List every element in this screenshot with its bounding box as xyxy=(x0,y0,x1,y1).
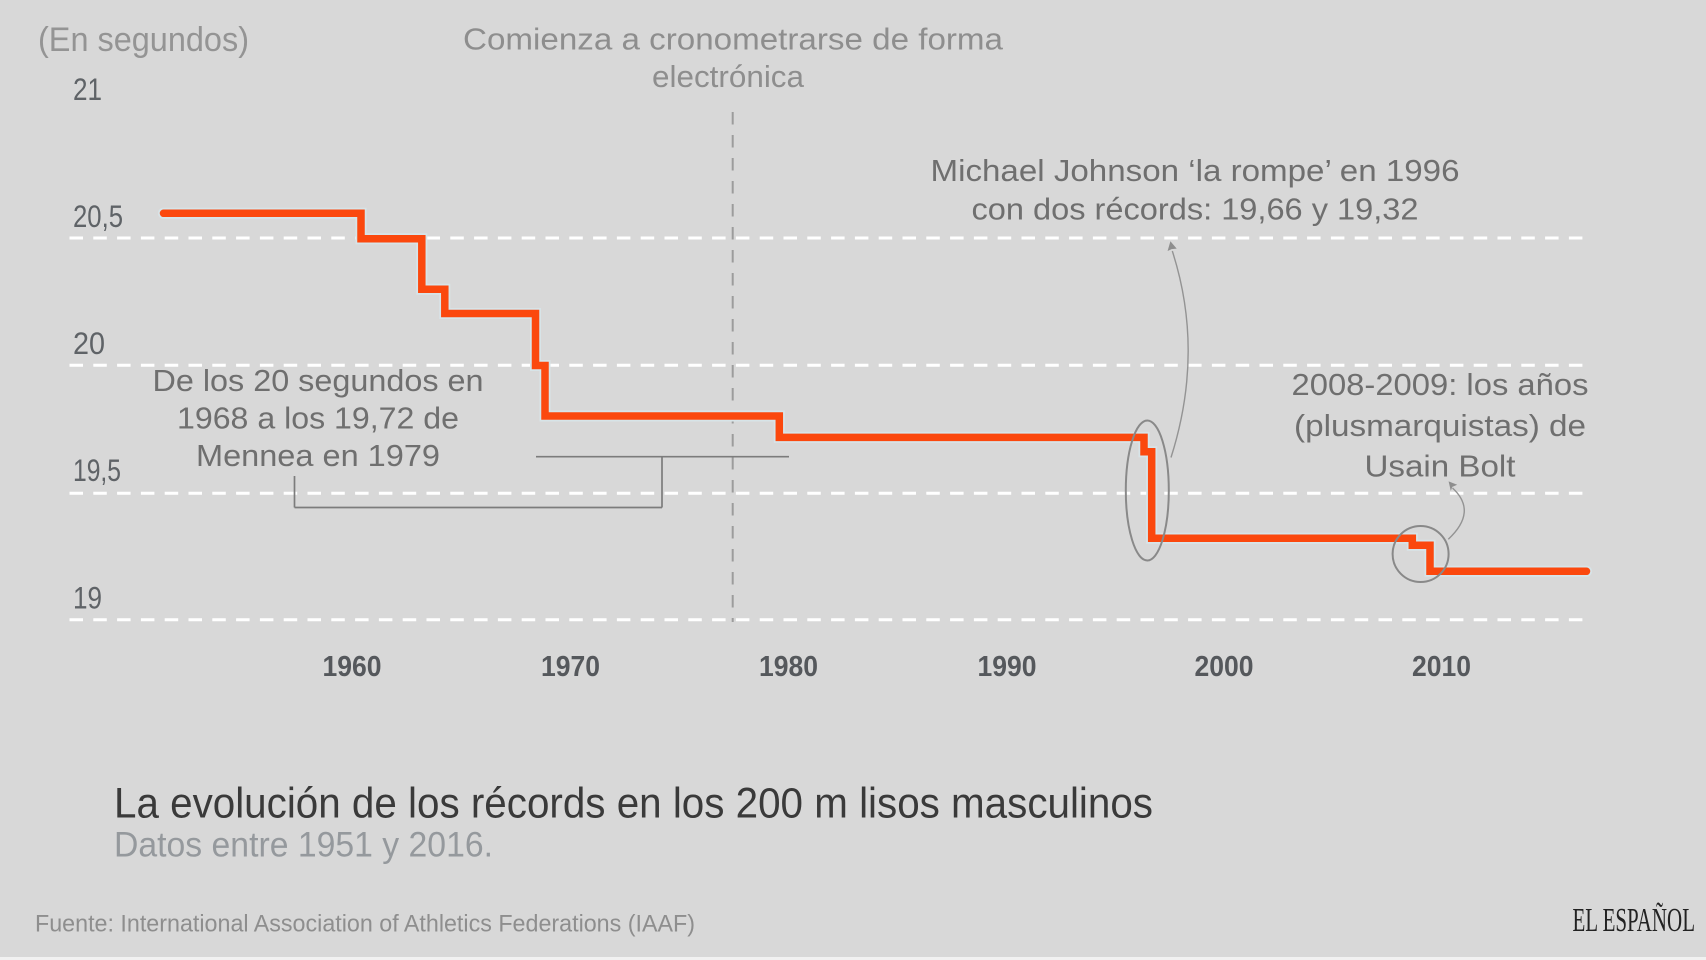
svg-text:Usain Bolt: Usain Bolt xyxy=(1365,448,1516,483)
svg-text:Datos entre 1951 y 2016.: Datos entre 1951 y 2016. xyxy=(114,826,493,865)
svg-text:1968 a los 19,72 de: 1968 a los 19,72 de xyxy=(177,401,459,436)
svg-text:Comienza a cronometrarse de fo: Comienza a cronometrarse de forma xyxy=(463,22,1004,57)
svg-text:La evolución de los récords en: La evolución de los récords en los 200 m… xyxy=(114,780,1153,828)
svg-text:1980: 1980 xyxy=(759,651,818,683)
svg-text:19: 19 xyxy=(73,579,102,615)
svg-text:EL ESPAÑOL: EL ESPAÑOL xyxy=(1573,902,1696,939)
svg-text:electrónica: electrónica xyxy=(652,59,805,94)
svg-text:De los 20 segundos en: De los 20 segundos en xyxy=(153,363,484,398)
svg-text:2010: 2010 xyxy=(1412,651,1471,683)
svg-text:1990: 1990 xyxy=(978,651,1037,683)
svg-text:2008-2009: los años: 2008-2009: los años xyxy=(1292,367,1589,402)
svg-text:Michael Johnson ‘la rompe’ en: Michael Johnson ‘la rompe’ en 1996 xyxy=(931,153,1460,188)
svg-text:1970: 1970 xyxy=(541,651,600,683)
svg-text:1960: 1960 xyxy=(323,651,382,683)
svg-text:(plusmarquistas) de: (plusmarquistas) de xyxy=(1294,408,1586,443)
svg-text:Fuente: International Associat: Fuente: International Association of Ath… xyxy=(35,910,695,937)
svg-text:Mennea en 1979: Mennea en 1979 xyxy=(196,438,440,473)
svg-text:con dos récords: 19,66 y 19,32: con dos récords: 19,66 y 19,32 xyxy=(972,192,1419,227)
svg-text:2000: 2000 xyxy=(1195,651,1254,683)
svg-text:20,5: 20,5 xyxy=(73,198,123,234)
svg-text:(En segundos): (En segundos) xyxy=(38,21,249,59)
svg-text:21: 21 xyxy=(73,71,102,107)
svg-text:19,5: 19,5 xyxy=(73,452,121,488)
svg-text:20: 20 xyxy=(73,325,105,361)
